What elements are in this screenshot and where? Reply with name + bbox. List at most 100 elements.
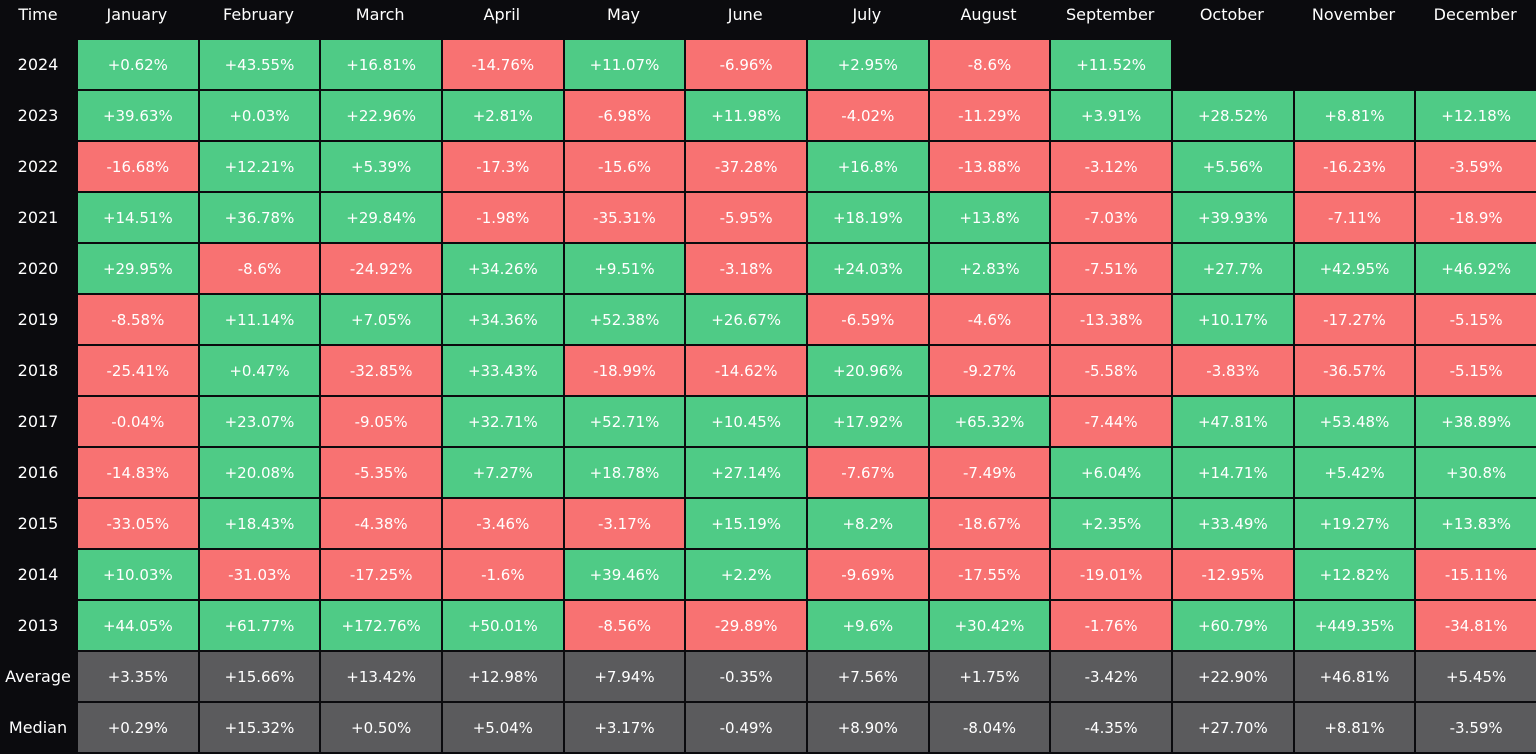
return-cell: +15.19% (686, 499, 806, 548)
return-cell: +29.84% (321, 193, 441, 242)
return-cell: +28.52% (1173, 91, 1293, 140)
return-cell: +34.26% (443, 244, 563, 293)
return-cell: -3.46% (443, 499, 563, 548)
return-cell: +10.03% (78, 550, 198, 599)
column-header: June (727, 4, 763, 24)
summary-cell: +3.35% (78, 652, 198, 701)
column-header: September (1065, 4, 1155, 24)
return-cell: +12.82% (1294, 550, 1415, 599)
return-cell: -24.92% (321, 244, 441, 293)
return-cell: -9.27% (929, 346, 1050, 395)
return-cell: -25.41% (78, 346, 198, 395)
return-cell: -7.49% (929, 448, 1050, 497)
return-cell: -9.69% (808, 550, 928, 599)
return-cell: -17.25% (321, 550, 441, 599)
summary-cell: -0.35% (686, 652, 806, 701)
row-label: Median (8, 718, 68, 737)
summary-cell: +3.17% (564, 703, 685, 752)
return-cell: +20.96% (808, 346, 928, 395)
return-cell: +52.38% (564, 295, 685, 344)
column-header: May (606, 4, 641, 24)
return-cell: -4.6% (929, 295, 1050, 344)
return-cell: +19.27% (1294, 499, 1415, 548)
return-cell: -7.11% (1294, 193, 1415, 242)
return-cell: -4.02% (808, 91, 928, 140)
return-cell: -15.11% (1416, 550, 1536, 599)
column-header: October (1199, 4, 1264, 24)
return-cell: -15.6% (564, 142, 685, 191)
summary-cell: +46.81% (1294, 652, 1415, 701)
return-cell: -16.23% (1294, 142, 1415, 191)
return-cell: -1.98% (443, 193, 563, 242)
summary-cell: -3.59% (1416, 703, 1536, 752)
row-label: 2017 (17, 412, 59, 431)
return-cell: -5.35% (321, 448, 441, 497)
return-cell: -3.59% (1416, 142, 1536, 191)
return-cell: -18.99% (564, 346, 685, 395)
return-cell: -7.44% (1051, 397, 1171, 446)
return-cell: +2.35% (1051, 499, 1171, 548)
return-cell: +11.98% (686, 91, 806, 140)
return-cell: +16.81% (321, 40, 441, 89)
return-cell: +7.27% (443, 448, 563, 497)
row-label: 2023 (17, 106, 59, 125)
return-cell: +33.43% (443, 346, 563, 395)
return-cell: -18.9% (1416, 193, 1536, 242)
return-cell: +22.96% (321, 91, 441, 140)
return-cell: +5.56% (1173, 142, 1293, 191)
return-cell: +42.95% (1294, 244, 1415, 293)
return-cell: +30.42% (929, 601, 1050, 650)
return-cell: +46.92% (1416, 244, 1536, 293)
return-cell: -33.05% (78, 499, 198, 548)
return-cell: +5.42% (1294, 448, 1415, 497)
return-cell: -6.59% (808, 295, 928, 344)
return-cell: +44.05% (78, 601, 198, 650)
return-cell: -7.03% (1051, 193, 1171, 242)
return-cell: +52.71% (564, 397, 685, 446)
return-cell: +60.79% (1173, 601, 1293, 650)
row-label: 2014 (17, 565, 59, 584)
column-header: January (106, 4, 168, 24)
return-cell: -3.83% (1173, 346, 1293, 395)
return-cell: +14.71% (1173, 448, 1293, 497)
return-cell: +18.78% (564, 448, 685, 497)
return-cell: +17.92% (808, 397, 928, 446)
return-cell: +18.43% (199, 499, 320, 548)
return-cell: -14.62% (686, 346, 806, 395)
return-cell: -4.38% (321, 499, 441, 548)
return-cell: -18.67% (929, 499, 1050, 548)
return-cell: -13.88% (929, 142, 1050, 191)
return-cell: +3.91% (1051, 91, 1171, 140)
column-header: Time (18, 4, 58, 24)
summary-cell: +0.50% (321, 703, 441, 752)
return-cell: +0.47% (199, 346, 320, 395)
return-cell: +13.8% (929, 193, 1050, 242)
column-header: August (960, 4, 1017, 24)
return-cell: +65.32% (929, 397, 1050, 446)
return-cell: -5.58% (1051, 346, 1171, 395)
row-label: 2022 (17, 157, 59, 176)
return-cell: -32.85% (321, 346, 441, 395)
column-header: February (223, 4, 294, 24)
column-header: December (1433, 4, 1517, 24)
return-cell: +24.03% (808, 244, 928, 293)
return-cell: -14.76% (443, 40, 563, 89)
summary-cell: -0.49% (686, 703, 806, 752)
return-cell: +8.81% (1294, 91, 1415, 140)
return-cell: +33.49% (1173, 499, 1293, 548)
row-label: 2021 (17, 208, 59, 227)
return-cell: +12.21% (199, 142, 320, 191)
return-cell: +9.51% (564, 244, 685, 293)
row-label: 2020 (17, 259, 59, 278)
return-cell: +50.01% (443, 601, 563, 650)
return-cell: +43.55% (199, 40, 320, 89)
return-cell: -6.98% (564, 91, 685, 140)
column-header: March (355, 4, 405, 24)
return-cell: -3.18% (686, 244, 806, 293)
return-cell: +18.19% (808, 193, 928, 242)
return-cell: +16.8% (808, 142, 928, 191)
return-cell: +5.39% (321, 142, 441, 191)
return-cell: -34.81% (1416, 601, 1536, 650)
return-cell: +9.6% (808, 601, 928, 650)
